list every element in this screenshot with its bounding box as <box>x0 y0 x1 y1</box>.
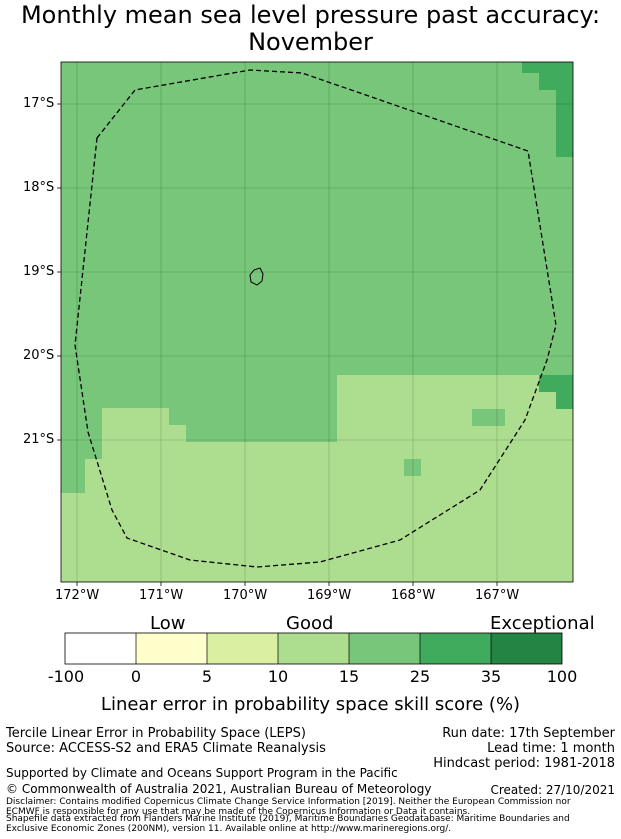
lat-label: 18°S <box>23 180 55 195</box>
footer-run-date: Run date: 17th September <box>442 726 615 741</box>
colorbar-tick: 5 <box>201 667 213 686</box>
map-title-line2: November <box>248 28 373 56</box>
colorbar-tick: 100 <box>546 667 578 686</box>
field-cell-northeast <box>522 62 573 157</box>
footer-created: Created: 27/10/2021 <box>490 783 615 797</box>
map-frame <box>60 61 574 583</box>
footer-disclaimer-line: ECMWF is responsible for any use that ma… <box>6 807 471 817</box>
lon-label: 172°W <box>55 588 100 603</box>
footer-disclaimer-line: Exclusive Economic Zones (200NM), versio… <box>6 824 452 834</box>
colorbar-tick: 10 <box>267 667 289 686</box>
map-title-line1: Monthly mean sea level pressure past acc… <box>20 1 601 29</box>
colorbar-segment <box>207 633 278 664</box>
colorbar-segment <box>491 633 562 664</box>
lon-label: 170°W <box>223 588 268 603</box>
lat-label: 17°S <box>23 96 55 111</box>
colorbar-segment <box>278 633 349 664</box>
footer-source: Source: ACCESS-S2 and ERA5 Climate Reana… <box>6 741 326 756</box>
lat-label: 21°S <box>23 432 55 447</box>
lat-label: 20°S <box>23 348 55 363</box>
colorbar-segment <box>349 633 420 664</box>
colorbar-segment <box>65 633 136 664</box>
lon-label: 169°W <box>307 588 352 603</box>
footer-disclaimer-line: Shapefile data extracted from Flanders M… <box>6 814 570 824</box>
lon-label: 167°W <box>475 588 520 603</box>
eez-boundary <box>74 69 557 568</box>
field-cell-lower <box>61 375 573 582</box>
colorbar-tick: 25 <box>409 667 431 686</box>
colorbar-frame <box>64 632 563 665</box>
map-title: Monthly mean sea level pressure past acc… <box>0 2 621 56</box>
field-cell-east-edge-2 <box>556 392 573 409</box>
colorbar-title: Linear error in probability space skill … <box>100 694 521 715</box>
footer-method: Tercile Linear Error in Probability Spac… <box>6 726 306 741</box>
colorbar-word-low: Low <box>150 613 186 634</box>
colorbar <box>64 632 563 665</box>
lon-label: 168°W <box>391 588 436 603</box>
field-cell-patch-mid <box>404 459 421 476</box>
footer-support: Supported by Climate and Oceans Support … <box>6 766 398 780</box>
footer-hindcast-period: Hindcast period: 1981-2018 <box>433 756 615 771</box>
lon-label: 171°W <box>139 588 184 603</box>
niue-island-outline <box>249 267 264 286</box>
lat-label: 19°S <box>23 264 55 279</box>
colorbar-segment <box>136 633 207 664</box>
footer-lead-time: Lead time: 1 month <box>487 741 615 756</box>
footer-disclaimer-line: Disclaimer: Contains modified Copernicus… <box>6 797 571 807</box>
colorbar-word-good: Good <box>286 613 334 634</box>
colorbar-tick: 0 <box>130 667 142 686</box>
field-cell-patch-east <box>472 409 505 426</box>
colorbar-word-exceptional: Exceptional <box>490 613 595 634</box>
colorbar-tick: 35 <box>480 667 502 686</box>
axis-ticks <box>57 103 498 586</box>
colorbar-segment <box>420 633 491 664</box>
colorbar-tick: -100 <box>47 667 85 686</box>
skill-field <box>61 62 573 582</box>
field-cell-east-edge <box>539 375 573 392</box>
footer-copyright: © Commonwealth of Australia 2021, Austra… <box>6 782 432 796</box>
colorbar-tick: 15 <box>338 667 360 686</box>
